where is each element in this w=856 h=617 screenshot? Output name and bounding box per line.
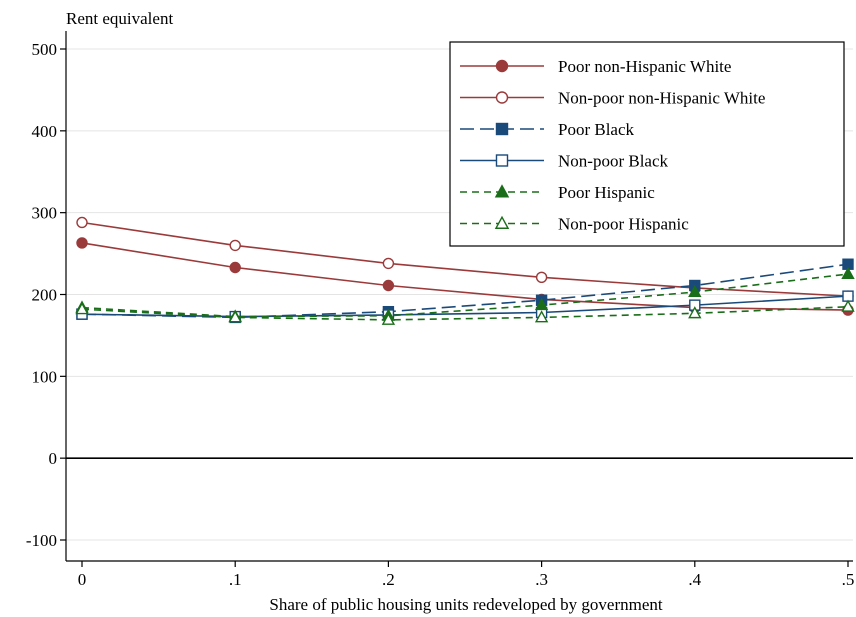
series-line <box>81 295 849 318</box>
series-line <box>81 305 849 321</box>
series-line <box>81 273 849 318</box>
legend-label: Non-poor Hispanic <box>558 215 689 234</box>
y-tick-label: 400 <box>32 122 58 141</box>
data-point <box>76 237 88 249</box>
legend-label: Poor non-Hispanic White <box>558 57 731 76</box>
x-tick-label: .5 <box>842 570 855 589</box>
series-non-poor-hispanic <box>75 299 855 325</box>
legend-label: Poor Black <box>558 120 635 139</box>
x-tick-label: 0 <box>78 570 87 589</box>
legend-item: Poor non-Hispanic White <box>460 57 731 76</box>
data-point <box>75 302 89 315</box>
legend-label: Non-poor non-Hispanic White <box>558 89 765 108</box>
axes: -100 0 100 200 300 400 500 0 .1 .2 .3 .4 .5 <box>26 31 855 589</box>
legend-item: Non-poor Hispanic <box>460 215 689 234</box>
legend-marker <box>494 184 510 198</box>
y-tick-label: 200 <box>32 286 58 305</box>
y-axis-label: Rent equivalent <box>66 9 173 28</box>
legend: Poor non-Hispanic White Non-poor non-Hisp… <box>449 41 845 247</box>
y-tick-label: 500 <box>32 40 58 59</box>
series-line <box>81 263 849 319</box>
data-point <box>229 239 241 252</box>
data-point <box>535 271 548 284</box>
legend-item: Non-poor Black <box>460 152 669 171</box>
data-point <box>382 279 395 292</box>
data-point <box>228 310 242 323</box>
y-tick-label: -100 <box>26 531 57 550</box>
y-tick-label: 0 <box>49 449 58 468</box>
data-point <box>229 261 241 274</box>
data-point <box>381 312 396 325</box>
x-tick-label: .1 <box>229 570 242 589</box>
x-tick-label: .2 <box>382 570 395 589</box>
legend-marker <box>495 154 509 167</box>
x-tick-label: .4 <box>688 570 701 589</box>
data-point <box>76 216 88 229</box>
legend-marker <box>495 91 509 104</box>
data-point <box>534 310 549 323</box>
data-point <box>841 299 855 312</box>
data-point <box>534 297 549 311</box>
series-lines <box>75 216 855 325</box>
data-point <box>688 284 702 298</box>
legend-box <box>449 41 845 247</box>
y-tick-label: 300 <box>32 204 58 223</box>
y-tick-label: 100 <box>32 367 58 386</box>
series-line <box>81 242 849 311</box>
legend-marker <box>495 59 509 73</box>
legend-item: Non-poor non-Hispanic White <box>460 89 765 108</box>
legend-marker <box>495 122 509 136</box>
data-point <box>841 266 855 280</box>
x-axis-label: Share of public housing units redevelope… <box>269 595 663 614</box>
legend-marker <box>494 215 510 229</box>
legend-item: Poor Hispanic <box>460 183 655 202</box>
legend-label: Poor Hispanic <box>558 183 655 202</box>
legend-label: Non-poor Black <box>558 152 669 171</box>
data-point <box>382 257 395 270</box>
data-point <box>688 306 702 319</box>
legend-item: Poor Black <box>460 120 635 139</box>
x-tick-label: .3 <box>535 570 548 589</box>
